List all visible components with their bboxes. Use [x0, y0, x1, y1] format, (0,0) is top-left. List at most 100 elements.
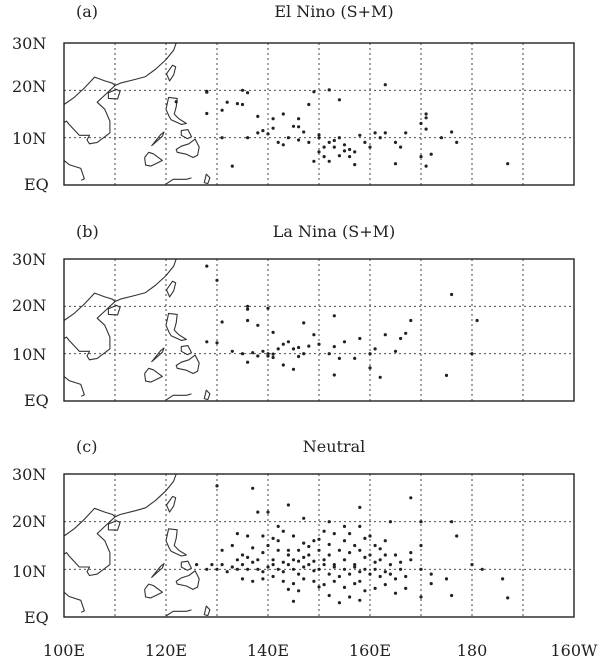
- genesis-point: [342, 567, 347, 571]
- genesis-point: [307, 140, 311, 144]
- genesis-point: [337, 136, 341, 140]
- genesis-point: [444, 373, 449, 377]
- genesis-point: [302, 130, 306, 134]
- genesis-point: [419, 595, 423, 599]
- genesis-point: [450, 130, 454, 134]
- genesis-point: [358, 579, 362, 583]
- genesis-point: [302, 577, 306, 581]
- genesis-point: [480, 567, 484, 571]
- genesis-point: [266, 132, 270, 136]
- genesis-point: [220, 108, 224, 112]
- borneo-coast: [144, 151, 163, 167]
- genesis-point: [271, 352, 275, 356]
- genesis-point: [368, 572, 372, 576]
- genesis-point: [246, 555, 250, 560]
- genesis-point: [261, 577, 265, 581]
- genesis-point: [174, 100, 178, 104]
- panel-b-ytick-eq: EQ: [24, 391, 49, 410]
- genesis-point: [307, 102, 311, 107]
- mainland-coastline: [63, 292, 116, 361]
- genesis-point: [312, 579, 316, 583]
- genesis-point: [353, 563, 357, 567]
- genesis-point: [271, 563, 275, 567]
- hainan-island: [107, 520, 121, 531]
- genesis-point: [297, 589, 301, 593]
- halmahera-island: [203, 173, 211, 185]
- genesis-point: [368, 553, 372, 557]
- genesis-point: [266, 510, 270, 514]
- genesis-point: [332, 314, 336, 318]
- panel-neutral: (c) Neutral 30N 20N 10N EQ: [12, 437, 575, 627]
- genesis-point: [220, 548, 224, 552]
- hainan-island: [107, 88, 121, 100]
- mainland-coastline: [63, 76, 116, 145]
- genesis-point: [348, 595, 352, 599]
- genesis-point: [383, 539, 387, 543]
- genesis-point: [297, 138, 301, 142]
- genesis-point: [266, 543, 270, 548]
- genesis-point: [455, 140, 459, 144]
- genesis-point: [271, 355, 275, 360]
- xtick-100e: 100E: [43, 641, 85, 660]
- genesis-point: [399, 145, 403, 149]
- panel-b-map: [63, 258, 575, 402]
- genesis-point: [240, 553, 245, 557]
- genesis-point: [256, 323, 260, 327]
- panel-b-ytick-10n: 10N: [12, 345, 46, 364]
- panel-c-title: Neutral: [303, 437, 366, 456]
- genesis-point: [246, 318, 250, 323]
- genesis-point: [506, 596, 510, 600]
- genesis-point: [373, 560, 377, 564]
- genesis-point: [353, 565, 357, 569]
- genesis-point: [256, 354, 260, 358]
- genesis-point: [317, 548, 321, 552]
- genesis-point: [251, 486, 255, 490]
- genesis-point: [266, 565, 270, 569]
- genesis-point: [235, 558, 239, 562]
- genesis-point: [409, 551, 413, 555]
- genesis-point: [230, 543, 234, 548]
- genesis-point: [378, 547, 382, 551]
- genesis-point: [235, 567, 239, 571]
- panel-c-ytick-eq: EQ: [24, 608, 49, 627]
- genesis-point: [307, 563, 311, 567]
- genesis-point: [332, 345, 336, 349]
- genesis-point: [281, 579, 285, 583]
- genesis-point: [281, 560, 285, 564]
- genesis-point: [399, 567, 403, 571]
- genesis-point: [409, 496, 413, 500]
- genesis-point: [393, 591, 398, 595]
- genesis-point: [266, 354, 270, 358]
- genesis-point: [251, 560, 255, 564]
- genesis-point: [297, 572, 301, 576]
- genesis-point: [266, 352, 270, 356]
- genesis-point: [358, 570, 362, 574]
- genesis-point: [378, 574, 382, 579]
- genesis-point: [475, 318, 479, 323]
- genesis-point: [246, 91, 250, 95]
- genesis-point: [246, 567, 250, 571]
- malaya-coast: [63, 159, 85, 181]
- genesis-point: [424, 112, 428, 116]
- genesis-point: [276, 347, 280, 351]
- genesis-point: [383, 83, 387, 87]
- genesis-point: [256, 510, 260, 514]
- china-coastline: [114, 258, 177, 303]
- genesis-point: [358, 133, 362, 137]
- genesis-point: [261, 129, 265, 133]
- genesis-point: [297, 559, 301, 563]
- genesis-point: [404, 131, 408, 135]
- genesis-point: [312, 559, 316, 563]
- genesis-point: [332, 579, 336, 583]
- genesis-point: [409, 318, 413, 323]
- genesis-point: [388, 572, 392, 576]
- genesis-point: [332, 565, 336, 569]
- genesis-point: [286, 553, 290, 557]
- genesis-point: [281, 529, 285, 533]
- genesis-point: [251, 546, 255, 550]
- panel-a-ytick-eq: EQ: [24, 175, 49, 194]
- genesis-point: [195, 563, 199, 567]
- genesis-point: [291, 599, 296, 603]
- sulawesi-coast: [165, 177, 192, 185]
- genesis-point: [393, 349, 398, 353]
